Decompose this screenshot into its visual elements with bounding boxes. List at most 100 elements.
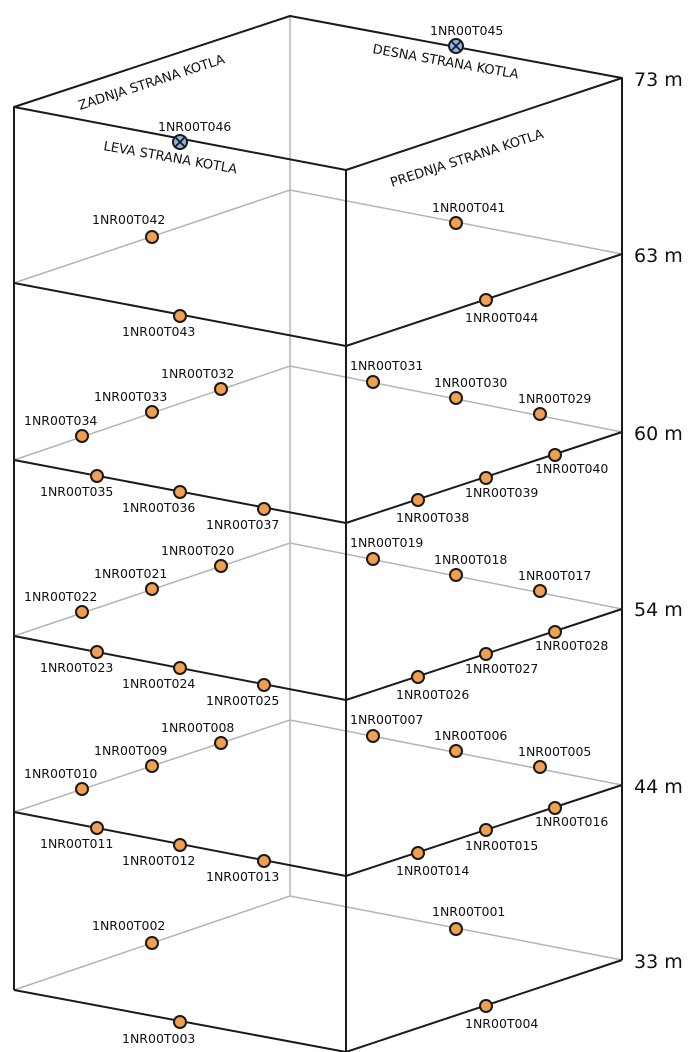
sensor-label-t025: 1NR00T025 xyxy=(206,693,279,708)
sensor-dot-icon xyxy=(533,407,547,421)
sensor-dot-icon xyxy=(145,759,159,773)
sensor-t027[interactable]: 1NR00T027 xyxy=(465,647,538,676)
sensor-label-t021: 1NR00T021 xyxy=(94,566,167,581)
sensor-t010[interactable]: 1NR00T010 xyxy=(24,766,97,796)
sensor-t043[interactable]: 1NR00T043 xyxy=(122,309,195,339)
sensor-label-t037: 1NR00T037 xyxy=(206,517,279,532)
sensor-label-t017: 1NR00T017 xyxy=(518,568,591,583)
sensor-label-t019: 1NR00T019 xyxy=(350,535,423,550)
sensor-t044[interactable]: 1NR00T044 xyxy=(465,293,538,325)
sensor-dot-icon xyxy=(479,999,493,1013)
sensor-label-t010: 1NR00T010 xyxy=(24,766,97,781)
sensor-label-t039: 1NR00T039 xyxy=(465,485,538,500)
sensor-label-t030: 1NR00T030 xyxy=(434,375,507,390)
sensor-t032[interactable]: 1NR00T032 xyxy=(161,366,234,396)
sensor-label-t029: 1NR00T029 xyxy=(518,391,591,406)
sensor-t026[interactable]: 1NR00T026 xyxy=(396,670,469,702)
sensor-dot-icon xyxy=(449,391,463,405)
sensor-label-t046: 1NR00T046 xyxy=(158,119,231,134)
sensor-dot-icon xyxy=(479,647,493,661)
special-sensor-t046[interactable]: 1NR00T046 xyxy=(158,119,231,150)
sensor-t030[interactable]: 1NR00T030 xyxy=(434,375,507,405)
sensor-t021[interactable]: 1NR00T021 xyxy=(94,566,167,596)
sensor-t033[interactable]: 1NR00T033 xyxy=(94,389,167,419)
sensor-dot-icon xyxy=(449,568,463,582)
sensor-t012[interactable]: 1NR00T012 xyxy=(122,838,195,868)
sensor-t006[interactable]: 1NR00T006 xyxy=(434,728,507,758)
sensor-t015[interactable]: 1NR00T015 xyxy=(465,823,538,853)
sensor-label-t016: 1NR00T016 xyxy=(535,814,608,829)
sensor-t039[interactable]: 1NR00T039 xyxy=(465,471,538,500)
sensor-label-t013: 1NR00T013 xyxy=(206,869,279,884)
sensor-t004[interactable]: 1NR00T004 xyxy=(465,999,538,1031)
sensor-label-t032: 1NR00T032 xyxy=(161,366,234,381)
sensor-t007[interactable]: 1NR00T007 xyxy=(350,712,423,743)
sensor-label-t009: 1NR00T009 xyxy=(94,743,167,758)
sensor-dot-icon xyxy=(145,936,159,950)
sensor-dot-icon xyxy=(257,854,271,868)
sensor-label-t026: 1NR00T026 xyxy=(396,687,469,702)
sensor-label-t036: 1NR00T036 xyxy=(122,500,195,515)
sensor-dot-icon xyxy=(449,922,463,936)
sensor-label-t023: 1NR00T023 xyxy=(40,660,113,675)
sensor-t035[interactable]: 1NR00T035 xyxy=(40,469,113,499)
sensor-dot-icon xyxy=(411,670,425,684)
sensor-t022[interactable]: 1NR00T022 xyxy=(24,589,97,619)
sensor-label-t035: 1NR00T035 xyxy=(40,484,113,499)
sensor-label-t033: 1NR00T033 xyxy=(94,389,167,404)
sensor-t029[interactable]: 1NR00T029 xyxy=(518,391,591,421)
sensor-t028[interactable]: 1NR00T028 xyxy=(535,625,608,653)
sensor-t014[interactable]: 1NR00T014 xyxy=(396,846,469,878)
sensor-label-t040: 1NR00T040 xyxy=(535,461,608,476)
sensor-t005[interactable]: 1NR00T005 xyxy=(518,744,591,774)
sensor-label-t003: 1NR00T003 xyxy=(122,1031,195,1046)
sensor-t011[interactable]: 1NR00T011 xyxy=(40,821,113,851)
sensor-label-t024: 1NR00T024 xyxy=(122,676,195,691)
sensor-dot-icon xyxy=(366,552,380,566)
level-label-54: 54 m xyxy=(634,599,683,621)
sensor-label-t007: 1NR00T007 xyxy=(350,712,423,727)
sensor-t009[interactable]: 1NR00T009 xyxy=(94,743,167,773)
sensor-dot-icon xyxy=(479,823,493,837)
sensor-dot-icon xyxy=(548,625,562,639)
sensor-dot-icon xyxy=(479,471,493,485)
sensor-t025[interactable]: 1NR00T025 xyxy=(206,678,279,708)
level-label-73: 73 m xyxy=(634,69,683,91)
sensor-label-t038: 1NR00T038 xyxy=(396,510,469,525)
sensor-t001[interactable]: 1NR00T001 xyxy=(432,904,505,936)
level-label-63: 63 m xyxy=(634,245,683,267)
sensor-t003[interactable]: 1NR00T003 xyxy=(122,1015,195,1046)
special-sensor-t045[interactable]: 1NR00T045 xyxy=(430,23,503,54)
sensor-t041[interactable]: 1NR00T041 xyxy=(432,200,505,230)
sensor-t017[interactable]: 1NR00T017 xyxy=(518,568,591,598)
sensor-dot-icon xyxy=(173,485,187,499)
sensor-dot-icon xyxy=(449,744,463,758)
sensor-t016[interactable]: 1NR00T016 xyxy=(535,801,608,829)
sensor-dot-icon xyxy=(479,293,493,307)
sensor-t040[interactable]: 1NR00T040 xyxy=(535,448,608,476)
sensor-t036[interactable]: 1NR00T036 xyxy=(122,485,195,515)
sensor-t002[interactable]: 1NR00T002 xyxy=(92,918,165,950)
sensor-t018[interactable]: 1NR00T018 xyxy=(434,552,507,582)
sensor-label-t041: 1NR00T041 xyxy=(432,200,505,215)
sensor-t008[interactable]: 1NR00T008 xyxy=(161,720,234,750)
sensor-t024[interactable]: 1NR00T024 xyxy=(122,661,195,691)
sensor-t023[interactable]: 1NR00T023 xyxy=(40,645,113,675)
sensor-t038[interactable]: 1NR00T038 xyxy=(396,493,469,525)
sensor-t031[interactable]: 1NR00T031 xyxy=(350,358,423,389)
sensor-t037[interactable]: 1NR00T037 xyxy=(206,502,279,532)
sensor-t019[interactable]: 1NR00T019 xyxy=(350,535,423,566)
sensor-label-t002: 1NR00T002 xyxy=(92,918,165,933)
sensor-t020[interactable]: 1NR00T020 xyxy=(161,543,234,573)
sensor-label-t008: 1NR00T008 xyxy=(161,720,234,735)
hidden-edges xyxy=(13,189,623,991)
sensor-t034[interactable]: 1NR00T034 xyxy=(24,413,97,443)
sensor-dot-icon xyxy=(173,661,187,675)
sensor-label-t014: 1NR00T014 xyxy=(396,863,469,878)
front-side-label: PREDNJA STRANA KOTLA xyxy=(389,127,546,191)
sensor-dot-icon xyxy=(173,309,187,323)
sensor-t042[interactable]: 1NR00T042 xyxy=(92,212,165,244)
sensor-t013[interactable]: 1NR00T013 xyxy=(206,854,279,884)
sensor-dot-icon xyxy=(75,429,89,443)
sensor-dot-icon xyxy=(173,838,187,852)
